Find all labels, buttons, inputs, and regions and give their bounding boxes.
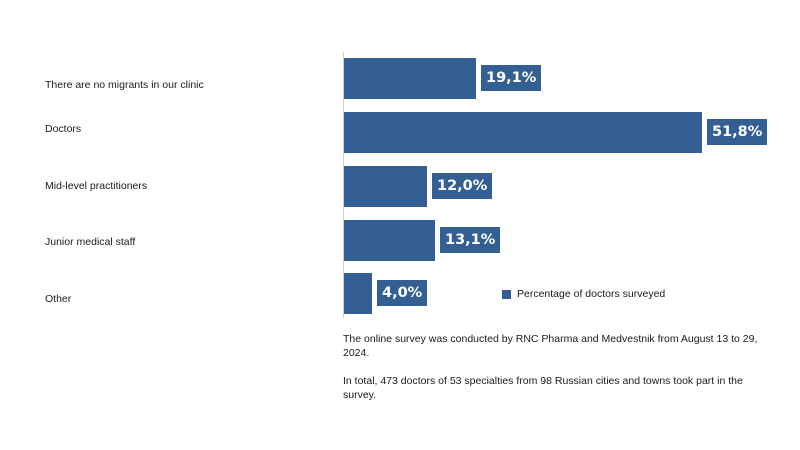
data-label: 13,1% — [440, 227, 501, 253]
survey-notes: The online survey was conducted by RNC P… — [343, 332, 763, 416]
data-label: 12,0% — [432, 173, 493, 199]
category-axis-line — [343, 52, 344, 318]
bar — [344, 112, 702, 153]
survey-note-1: The online survey was conducted by RNC P… — [343, 333, 758, 359]
survey-note-2: In total, 473 doctors of 53 specialties … — [343, 375, 743, 401]
bar — [344, 166, 427, 207]
bar — [344, 273, 372, 314]
bar — [344, 220, 435, 261]
category-label: Mid-level practitioners — [45, 180, 148, 192]
legend: Percentage of doctors surveyed — [502, 288, 665, 300]
bar — [344, 58, 476, 99]
legend-swatch — [502, 289, 511, 299]
data-label: 19,1% — [481, 65, 542, 91]
data-label: 4,0% — [377, 280, 428, 306]
category-label: Junior medical staff — [45, 236, 136, 248]
bar-chart: There are no migrants in our clinic 19,1%… — [45, 52, 768, 318]
category-label: Other — [45, 293, 72, 305]
legend-label: Percentage of doctors surveyed — [517, 288, 666, 300]
category-label: Doctors — [45, 123, 82, 135]
category-label: There are no migrants in our clinic — [45, 79, 204, 91]
data-label: 51,8% — [707, 119, 768, 145]
